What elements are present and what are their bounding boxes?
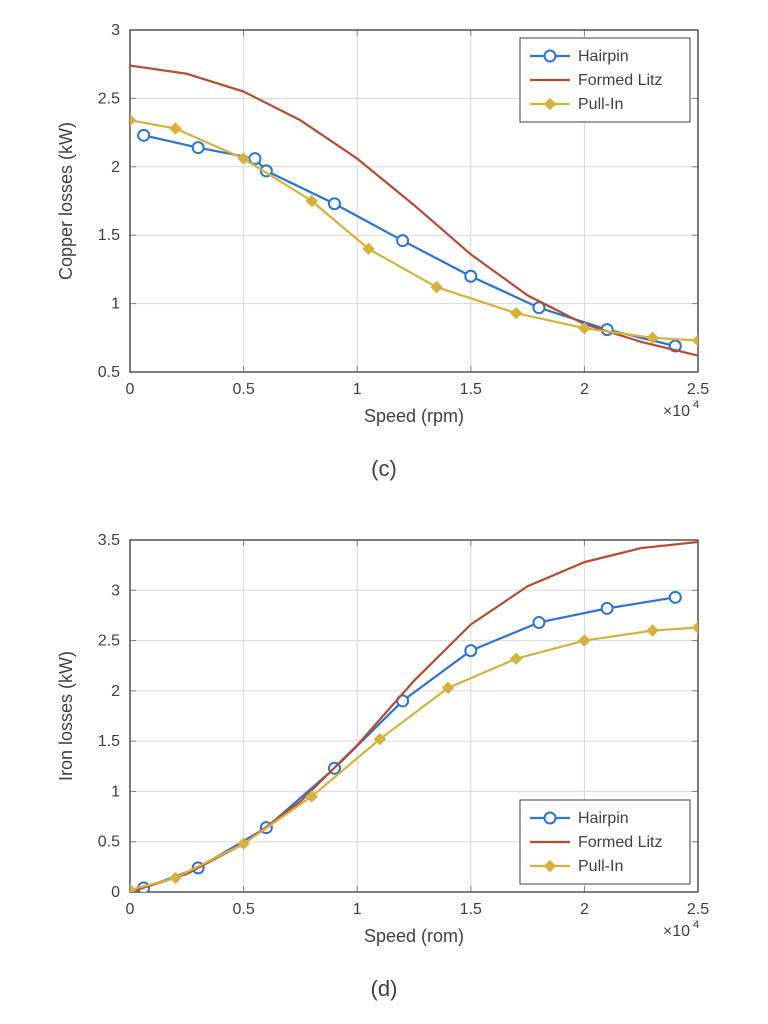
iron-losses-chart: 0 0.5 1 1.5 2 2.5 3 3.5 0 0.5 1 1.5 2 2.5 Speed (rom) I…: [40, 520, 728, 970]
svg-text:2: 2: [580, 901, 589, 918]
svg-text:2: 2: [580, 381, 589, 398]
chart-d-block: 0 0.5 1 1.5 2 2.5 3 3.5 0 0.5 1 1.5 2 2.5 Speed (rom) I…: [40, 520, 728, 1010]
svg-text:3: 3: [111, 22, 120, 39]
legend: Hairpin Formed Litz Pull-In: [520, 800, 690, 884]
svg-text:1.5: 1.5: [460, 381, 482, 398]
svg-text:1.5: 1.5: [98, 227, 120, 244]
svg-text:0: 0: [126, 901, 135, 918]
svg-text:Formed Litz: Formed Litz: [578, 72, 662, 89]
svg-text:2.5: 2.5: [98, 90, 120, 107]
svg-text:0.5: 0.5: [98, 834, 120, 851]
svg-text:2.5: 2.5: [98, 633, 120, 650]
svg-text:4: 4: [693, 399, 699, 411]
sub-label-c: (c): [40, 456, 728, 482]
svg-text:2: 2: [111, 683, 120, 700]
legend: Hairpin Formed Litz Pull-In: [520, 38, 690, 122]
svg-text:3: 3: [111, 582, 120, 599]
svg-text:3.5: 3.5: [98, 532, 120, 549]
svg-text:Pull-In: Pull-In: [578, 858, 623, 875]
svg-text:2: 2: [111, 159, 120, 176]
svg-text:1.5: 1.5: [98, 733, 120, 750]
svg-text:Speed (rpm): Speed (rpm): [364, 406, 464, 426]
svg-text:Pull-In: Pull-In: [578, 96, 623, 113]
svg-text:1.5: 1.5: [460, 901, 482, 918]
svg-text:1: 1: [353, 381, 362, 398]
sub-label-d: (d): [40, 976, 728, 1002]
svg-text:1: 1: [353, 901, 362, 918]
svg-text:Copper losses (kW): Copper losses (kW): [56, 122, 76, 280]
svg-text:Hairpin: Hairpin: [578, 810, 629, 827]
svg-text:Speed (rom): Speed (rom): [364, 926, 464, 946]
svg-text:2.5: 2.5: [687, 381, 709, 398]
svg-text:1: 1: [111, 783, 120, 800]
chart-c-block: 0.5 1 1.5 2 2.5 3 0 0.5 1 1.5 2 2.5 Speed (rpm) Coppe…: [40, 10, 728, 490]
svg-text:0.5: 0.5: [98, 364, 120, 381]
svg-text:Formed Litz: Formed Litz: [578, 834, 662, 851]
svg-text:Iron losses (kW): Iron losses (kW): [56, 651, 76, 781]
svg-text:×10: ×10: [663, 403, 690, 420]
copper-losses-chart: 0.5 1 1.5 2 2.5 3 0 0.5 1 1.5 2 2.5 Speed (rpm) Coppe…: [40, 10, 728, 450]
svg-text:0: 0: [111, 884, 120, 901]
svg-text:0.5: 0.5: [232, 381, 254, 398]
svg-text:2.5: 2.5: [687, 901, 709, 918]
svg-text:4: 4: [693, 919, 699, 931]
svg-text:1: 1: [111, 296, 120, 313]
svg-text:Hairpin: Hairpin: [578, 48, 629, 65]
svg-text:0: 0: [126, 381, 135, 398]
svg-text:×10: ×10: [663, 923, 690, 940]
svg-text:0.5: 0.5: [232, 901, 254, 918]
